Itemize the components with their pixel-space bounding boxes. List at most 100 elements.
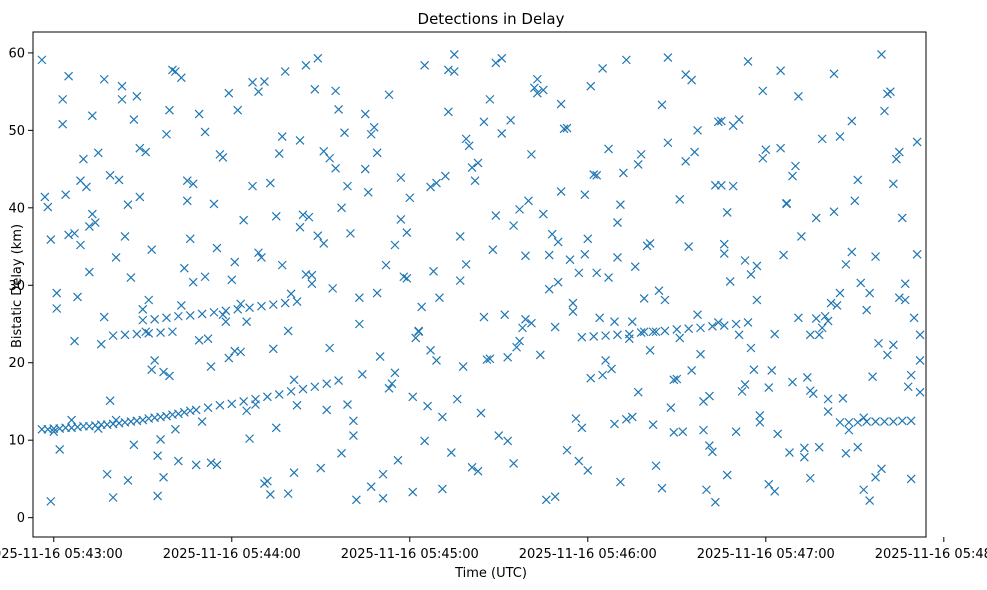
data-point [696, 349, 705, 359]
x-tick-label: 2025-11-16 05:45:00 [341, 547, 479, 562]
data-point [411, 333, 421, 343]
data-point [684, 324, 694, 334]
data-point [295, 136, 305, 145]
data-point [865, 288, 875, 298]
data-point [310, 84, 320, 94]
data-point [794, 91, 803, 101]
data-point [746, 343, 756, 353]
data-point [624, 334, 634, 344]
data-point [168, 327, 177, 337]
data-point [70, 228, 79, 238]
data-point [805, 330, 815, 340]
data-point [651, 461, 661, 471]
data-point [46, 235, 56, 245]
data-point [182, 196, 192, 206]
data-point [221, 306, 231, 316]
data-point [583, 234, 593, 244]
data-point [811, 213, 821, 223]
data-point [657, 100, 667, 110]
data-point [699, 425, 708, 435]
data-point [173, 409, 183, 419]
data-point [547, 229, 557, 239]
data-point [613, 218, 622, 227]
data-point [162, 411, 171, 421]
data-point [84, 221, 94, 231]
data-point [660, 295, 670, 305]
data-point [847, 116, 857, 126]
data-point [396, 215, 406, 224]
data-point [565, 255, 575, 265]
data-point [147, 245, 157, 255]
data-point [847, 247, 857, 257]
data-point [663, 138, 673, 148]
data-point [906, 474, 916, 484]
data-point [378, 493, 388, 503]
data-point [633, 160, 643, 169]
data-point [325, 343, 335, 353]
data-point [532, 74, 542, 84]
data-point [378, 469, 388, 479]
data-point [675, 194, 685, 204]
data-point [162, 129, 171, 139]
data-point [636, 149, 646, 159]
data-point [752, 295, 762, 305]
data-point [277, 132, 287, 141]
data-point [568, 307, 578, 317]
data-point [271, 423, 281, 433]
data-point [242, 406, 252, 416]
data-point [182, 176, 192, 186]
data-point [915, 387, 925, 397]
data-point [120, 330, 130, 340]
data-point [743, 318, 753, 327]
data-point [179, 263, 189, 273]
data-point [52, 304, 62, 313]
data-point [372, 148, 382, 158]
data-point [337, 448, 346, 458]
data-point [179, 407, 189, 417]
data-point [574, 456, 584, 466]
data-point [740, 379, 750, 389]
data-point [645, 345, 655, 355]
data-point [105, 396, 115, 406]
data-point [722, 470, 732, 480]
data-point [123, 200, 133, 210]
data-point [132, 329, 142, 339]
data-point [705, 391, 714, 401]
data-point [613, 330, 622, 340]
data-point [429, 266, 438, 276]
data-point [601, 331, 611, 341]
data-point [868, 372, 878, 382]
data-point [874, 338, 883, 348]
data-point [556, 187, 566, 196]
data-point [138, 315, 148, 325]
chart-title: Detections in Delay [418, 10, 565, 28]
data-point [764, 383, 774, 392]
data-point [877, 464, 886, 474]
data-point [746, 270, 756, 279]
data-point [485, 354, 495, 364]
data-point [449, 50, 459, 59]
y-tick-label: 60 [8, 46, 25, 61]
data-point [280, 298, 290, 308]
data-point [577, 423, 587, 433]
data-point [535, 350, 545, 360]
data-point [592, 170, 602, 180]
data-point [702, 485, 711, 495]
data-point [906, 416, 916, 426]
data-point [390, 240, 400, 250]
data-point [268, 300, 278, 310]
data-point [437, 412, 447, 422]
data-point [871, 472, 880, 482]
data-point [420, 436, 430, 446]
data-point [126, 273, 136, 282]
data-point [111, 415, 121, 425]
data-point [586, 81, 596, 91]
data-point [319, 239, 329, 248]
data-point [64, 230, 74, 240]
data-point [589, 170, 599, 179]
data-point [509, 458, 519, 468]
data-point [615, 477, 625, 487]
data-point [79, 154, 88, 164]
data-point [289, 375, 299, 385]
data-point [242, 317, 252, 327]
